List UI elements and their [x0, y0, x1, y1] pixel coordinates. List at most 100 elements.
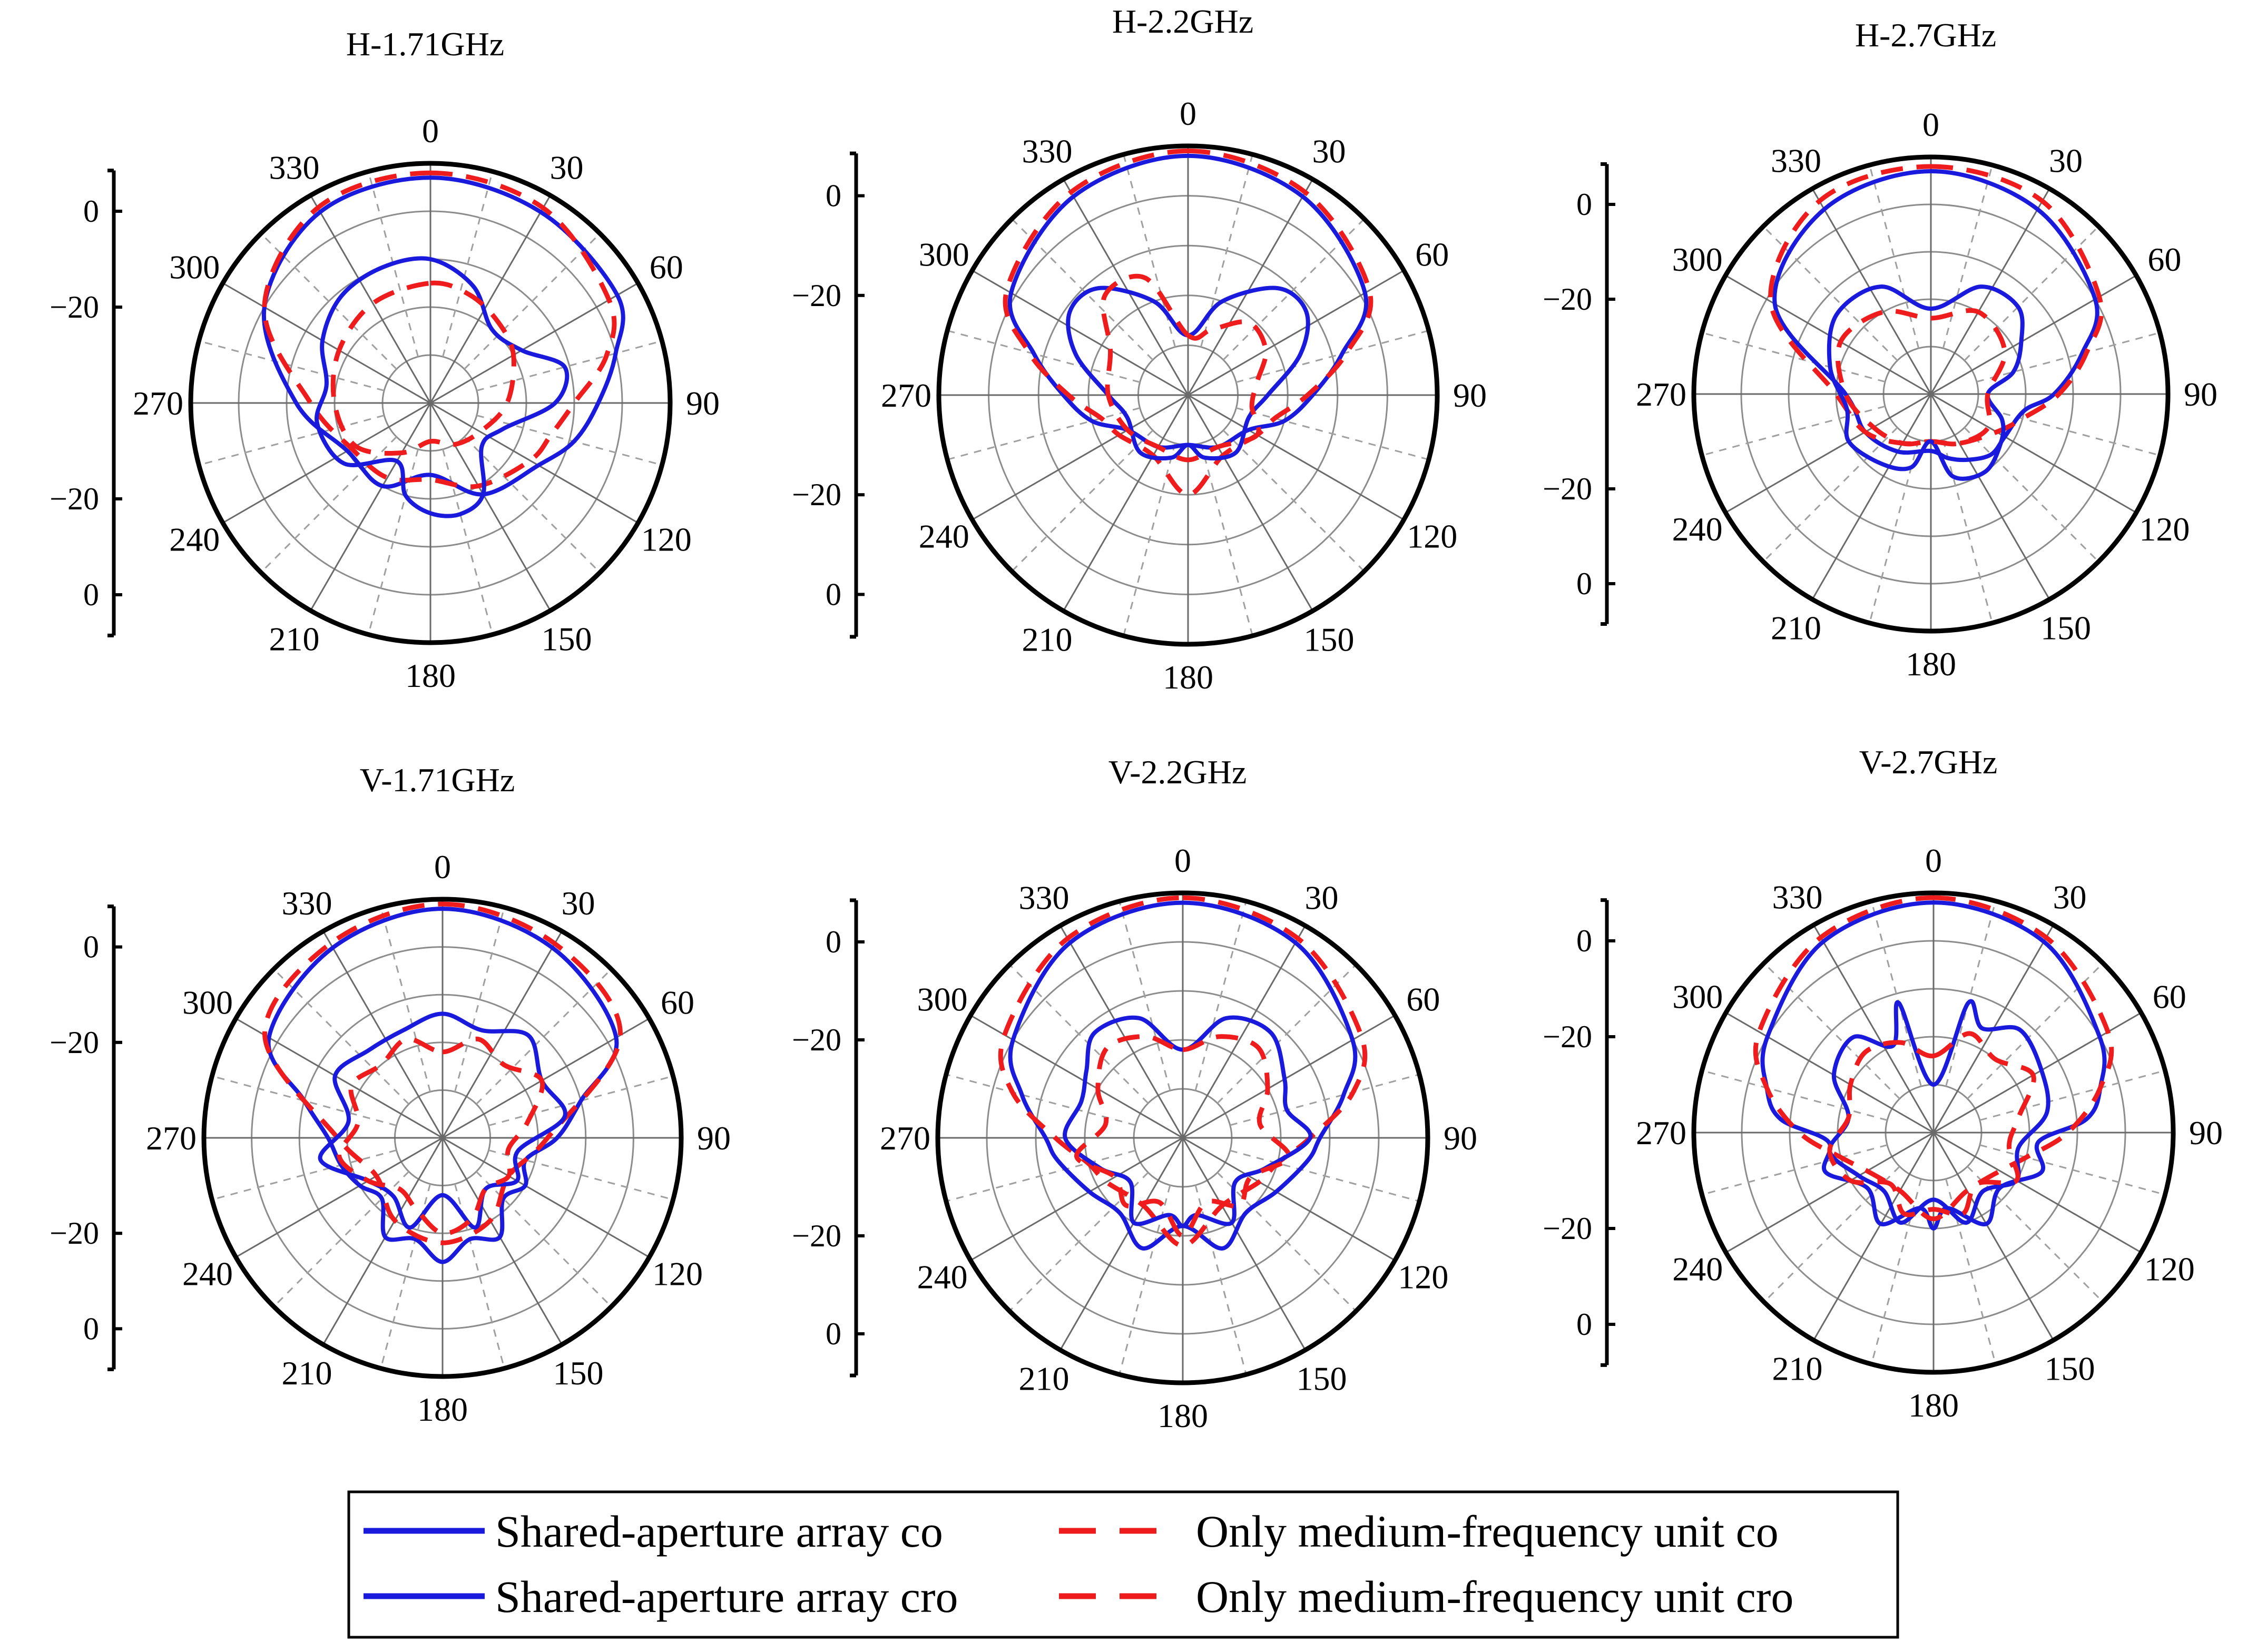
- angle-label-180: 180: [1157, 1397, 1208, 1434]
- angle-label-210: 210: [282, 1354, 332, 1392]
- grid-spoke: [1813, 925, 1935, 1133]
- grid-spoke: [430, 282, 639, 404]
- grid-spoke: [1870, 1178, 1922, 1364]
- angle-label-180: 180: [1908, 1386, 1959, 1424]
- angle-label-120: 120: [641, 521, 692, 558]
- radial-label: 0: [1576, 923, 1592, 958]
- angle-label-90: 90: [686, 385, 720, 422]
- angle-label-240: 240: [919, 518, 969, 555]
- angle-label-90: 90: [1444, 1119, 1477, 1157]
- angle-label-90: 90: [2189, 1114, 2223, 1152]
- grid-spoke: [310, 195, 431, 404]
- polar-panel-2: H-2.2GHz 0 30 60 90 120 150 180 210 240 270 300 330 0…: [792, 3, 1487, 696]
- angle-label-330: 330: [1019, 879, 1069, 917]
- angle-label-330: 330: [269, 149, 320, 186]
- angle-label-60: 60: [1406, 981, 1440, 1018]
- grid-spoke: [946, 1149, 1136, 1202]
- legend-label-medium-cro: Only medium-frequency unit cro: [1196, 1571, 1793, 1622]
- grid-spoke: [1230, 1149, 1420, 1202]
- grid-spoke: [442, 449, 494, 635]
- grid-spoke: [972, 270, 1189, 396]
- grid-spoke: [1967, 962, 2104, 1099]
- grid-spoke: [1811, 394, 1932, 600]
- grid-spoke: [1979, 1144, 2165, 1196]
- grid-spoke: [1762, 427, 1898, 563]
- radial-label: −20: [1543, 1019, 1592, 1054]
- angle-label-30: 30: [562, 884, 595, 922]
- grid-spoke: [212, 1149, 397, 1201]
- grid-spoke: [972, 394, 1189, 520]
- grid-spoke: [1870, 901, 1922, 1087]
- grid-spoke: [1118, 1185, 1171, 1375]
- grid-spoke: [1932, 1132, 2054, 1341]
- grid-spoke: [1701, 332, 1886, 383]
- angle-label-210: 210: [269, 621, 320, 658]
- angle-label-240: 240: [182, 1255, 233, 1293]
- angle-label-90: 90: [1453, 377, 1487, 414]
- angle-label-300: 300: [919, 236, 969, 273]
- angle-label-330: 330: [282, 884, 332, 922]
- polar-panel-6: V-2.7GHz 0 30 60 90 120 150 180 210 240 270 300 330 0…: [1543, 743, 2223, 1424]
- series-curve-2: [262, 170, 617, 489]
- angle-label-270: 270: [1636, 1114, 1686, 1152]
- angle-label-0: 0: [1925, 842, 1942, 879]
- angle-label-330: 330: [1771, 142, 1821, 180]
- grid-spoke: [222, 402, 431, 524]
- angle-label-300: 300: [917, 981, 968, 1018]
- grid-spoke: [488, 1149, 673, 1201]
- grid-spoke: [1235, 330, 1429, 383]
- panel-title: H-2.2GHz: [1112, 3, 1253, 40]
- grid-spoke: [1118, 901, 1171, 1091]
- series-curve-2: [1768, 164, 2104, 446]
- angle-label-150: 150: [2040, 609, 2091, 646]
- grid-spoke: [1123, 154, 1176, 348]
- grid-spoke: [442, 1018, 650, 1139]
- angle-label-0: 0: [1180, 95, 1196, 132]
- grid-spoke: [1063, 179, 1189, 396]
- grid-spoke: [222, 282, 431, 404]
- angle-label-30: 30: [550, 149, 584, 186]
- polar-panel-5: V-2.2GHz 0 30 60 90 120 150 180 210 240 270 300 330 0…: [792, 753, 1477, 1434]
- legend-box: [347, 1490, 1899, 1639]
- radial-label: −20: [50, 481, 99, 516]
- outer-ring: [1691, 154, 2171, 634]
- series-curve-1: [1760, 900, 2107, 1231]
- grid-spoke: [322, 930, 444, 1138]
- grid-spoke: [1216, 1172, 1357, 1312]
- angle-label-270: 270: [1636, 376, 1686, 413]
- grid-spoke: [1182, 1137, 1306, 1351]
- grid-spoke: [235, 1137, 443, 1258]
- grid-spoke: [1930, 188, 2050, 395]
- angle-label-180: 180: [417, 1391, 468, 1428]
- grid-spoke: [260, 233, 397, 370]
- grid-spoke: [464, 436, 601, 573]
- radial-label: −20: [1543, 282, 1592, 317]
- grid-spoke: [429, 402, 551, 611]
- polar-panels: H-1.71GHz0306090120150180210240270300330…: [50, 3, 2223, 1434]
- panel-title: V-1.71GHz: [360, 761, 515, 799]
- radial-label: 0: [83, 1311, 99, 1346]
- grid-spoke: [1763, 962, 1900, 1099]
- grid-spoke: [199, 340, 385, 391]
- radial-label: 0: [1576, 1307, 1592, 1342]
- angle-label-270: 270: [881, 377, 931, 414]
- angle-label-30: 30: [2049, 142, 2083, 180]
- grid-spoke: [1976, 332, 2161, 383]
- outer-ring: [188, 161, 673, 645]
- angle-label-120: 120: [1398, 1258, 1448, 1296]
- grid-spoke: [212, 1075, 397, 1126]
- grid-spoke: [310, 402, 431, 611]
- radial-label: 0: [826, 577, 841, 612]
- grid-spoke: [947, 330, 1141, 383]
- grid-spoke: [1979, 1069, 2165, 1121]
- grid-spoke: [476, 968, 612, 1105]
- grid-spoke: [1182, 1015, 1396, 1139]
- grid-spoke: [1942, 164, 1993, 349]
- radial-label: 0: [1576, 566, 1592, 601]
- angle-label-150: 150: [1304, 621, 1355, 658]
- grid-spoke: [429, 195, 551, 404]
- grid-spoke: [1763, 1166, 1900, 1303]
- angle-label-180: 180: [405, 657, 456, 694]
- radial-label: −20: [50, 290, 99, 324]
- radial-label: 0: [83, 194, 99, 229]
